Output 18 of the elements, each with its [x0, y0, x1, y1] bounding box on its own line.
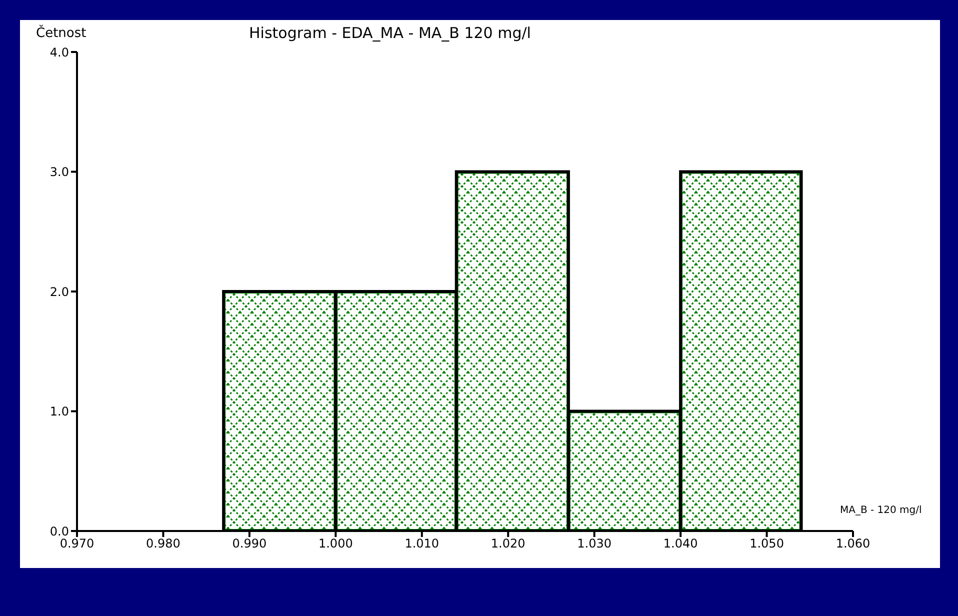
- y-tick-label: 0.0: [50, 524, 69, 538]
- x-tick-label: 1.040: [663, 536, 698, 551]
- x-tick-label: 1.000: [318, 536, 353, 551]
- x-tick-label: 0.990: [232, 536, 267, 551]
- y-tick-label: 1.0: [50, 404, 69, 419]
- y-axis-title: Četnost: [36, 26, 86, 41]
- x-tick-label: 0.980: [146, 536, 180, 551]
- x-tick-label: 1.010: [404, 536, 440, 551]
- chart-title: Histogram - EDA_MA - MA_B 120 mg/l: [248, 24, 532, 42]
- y-tick-label: 3.0: [50, 165, 69, 180]
- x-tick-label: 1.060: [836, 536, 870, 551]
- y-tick-label: 4.0: [50, 45, 69, 60]
- x-tick-label: 1.050: [750, 536, 784, 551]
- x-axis-title: MA_B - 120 mg/l: [840, 505, 922, 516]
- y-tick-label: 2.0: [50, 284, 69, 299]
- x-tick-label: 0.970: [60, 536, 94, 551]
- x-tick-label: 1.020: [490, 536, 526, 551]
- x-tick-label: 1.030: [577, 536, 612, 551]
